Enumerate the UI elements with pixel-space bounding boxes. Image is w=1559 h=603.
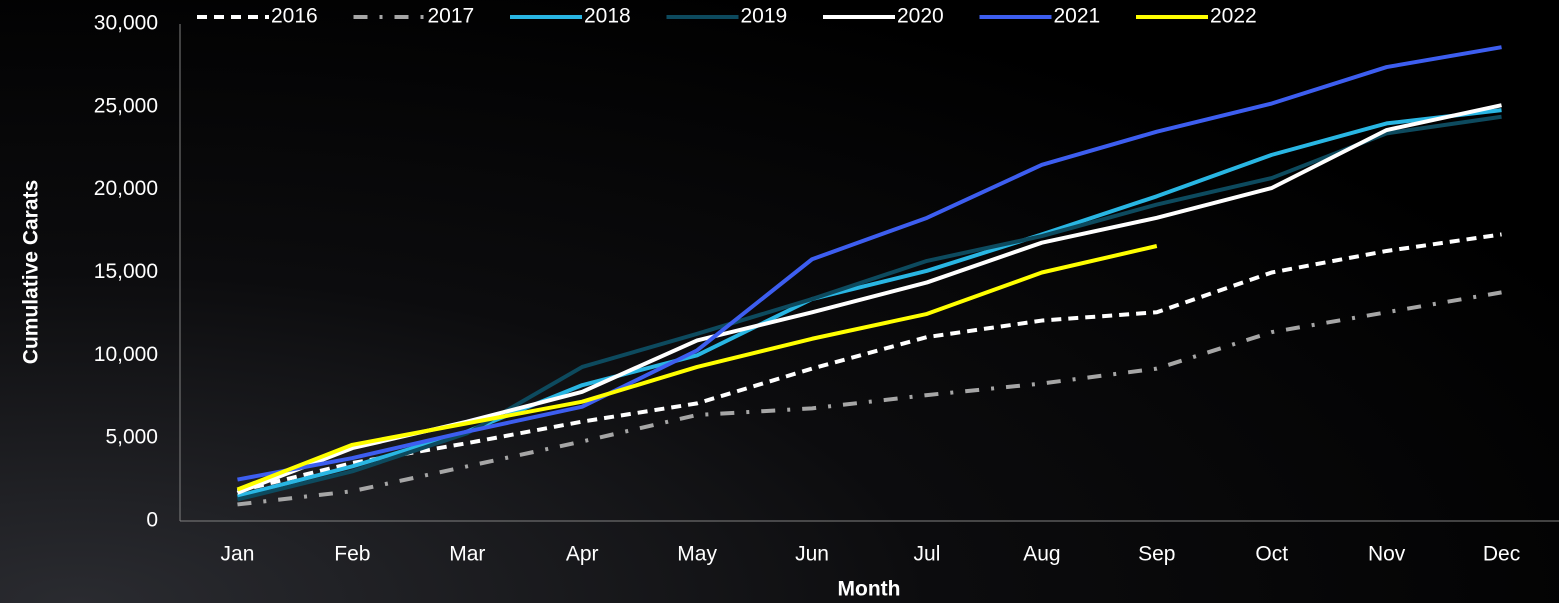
x-tick-label: Nov <box>1368 543 1406 566</box>
y-axis-label: Cumulative Carats <box>20 180 43 364</box>
x-tick-label: Apr <box>566 543 599 566</box>
y-tick-label: 25,000 <box>94 94 158 117</box>
x-tick-label: Aug <box>1023 543 1060 566</box>
x-tick-label: Dec <box>1483 543 1520 566</box>
x-axis-label: Month <box>838 578 901 601</box>
series-line <box>237 290 1502 507</box>
series-line <box>236 114 1502 502</box>
x-tick-label: Jan <box>221 543 255 566</box>
x-tick-label: Jul <box>914 543 941 566</box>
legend-label: 2019 <box>741 5 788 28</box>
y-tick-label: 0 <box>146 509 158 532</box>
legend-label: 2022 <box>1210 5 1257 28</box>
y-tick-label: 15,000 <box>94 260 158 283</box>
legend-label: 2018 <box>584 5 631 28</box>
y-tick-label: 20,000 <box>94 177 158 200</box>
x-tick-label: Oct <box>1255 543 1288 566</box>
y-tick-label: 5,000 <box>105 426 158 449</box>
x-tick-label: May <box>677 543 717 566</box>
legend-label: 2016 <box>271 5 318 28</box>
x-tick-label: Feb <box>334 543 370 566</box>
legend-label: 2021 <box>1054 5 1101 28</box>
y-tick-label: 30,000 <box>94 12 158 35</box>
legend-label: 2020 <box>897 5 944 28</box>
x-tick-label: Jun <box>795 543 829 566</box>
y-tick-label: 10,000 <box>94 343 158 366</box>
series-line <box>236 244 1158 492</box>
legend-label: 2017 <box>428 5 475 28</box>
x-tick-label: Mar <box>449 543 485 566</box>
series-line <box>236 232 1502 494</box>
series-line <box>237 45 1502 482</box>
x-tick-label: Sep <box>1138 543 1175 566</box>
